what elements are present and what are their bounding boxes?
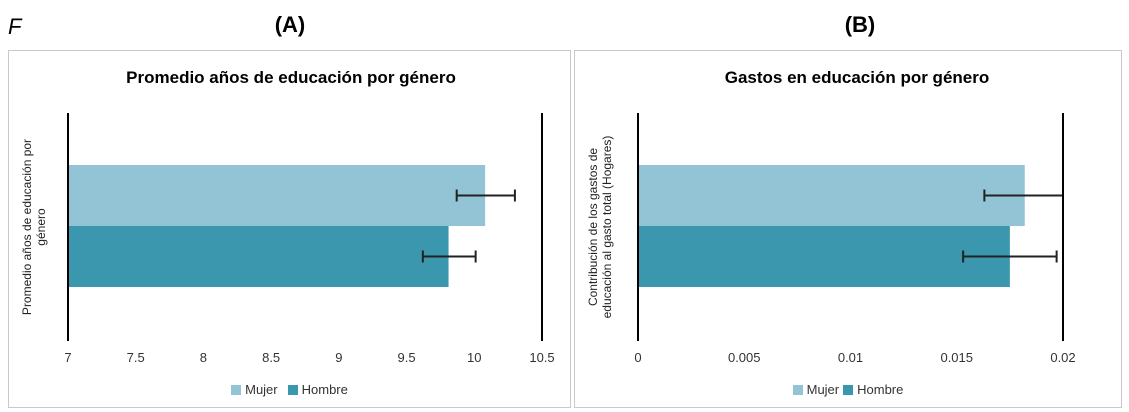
y-axis-label-line: Promedio años de educación por: [20, 139, 34, 315]
y-axis-label-line: Contribución de los gastos de: [586, 148, 600, 306]
x-tick-label: 8.5: [262, 350, 280, 365]
chart-panel-b: Gastos en educación por género Contribuci…: [574, 50, 1122, 408]
legend-swatch-hombre: [287, 384, 298, 395]
chart-title: Promedio años de educación por género: [126, 68, 456, 87]
legend-label-mujer: Mujer: [245, 382, 278, 397]
x-tick-label: 8: [200, 350, 207, 365]
chart-b-svg: Gastos en educación por género Contribuci…: [586, 68, 1076, 365]
y-axis-label: Promedio años de educación porgénero: [20, 139, 48, 315]
x-tick-label: 7.5: [127, 350, 145, 365]
panel-b-label: (B): [844, 12, 876, 37]
legend-swatch-hombre: [843, 384, 854, 395]
x-tick-label: 7: [64, 350, 71, 365]
bar-mujer: [68, 165, 486, 226]
x-tick-label: 0.01: [838, 350, 863, 365]
x-tick-label: 0.015: [940, 350, 973, 365]
figure-corner-label: F: [8, 14, 22, 39]
legend-label-hombre: Hombre: [857, 382, 904, 397]
x-tick-label: 9.5: [398, 350, 416, 365]
x-tick-label: 0.02: [1050, 350, 1075, 365]
legend-a: Mujer Hombre: [9, 382, 570, 397]
bar-hombre: [68, 226, 449, 287]
bar-hombre: [638, 226, 1010, 287]
panel-a-label: (A): [274, 12, 306, 37]
x-tick-label: 10.5: [529, 350, 554, 365]
legend-b: Mujer Hombre: [575, 382, 1121, 397]
legend-swatch-mujer: [792, 384, 803, 395]
y-axis-label-line: educación al gasto total (Hogares): [600, 136, 614, 319]
chart-a-svg: Promedio años de educación por géneroPro…: [20, 68, 555, 365]
x-tick-label: 0: [634, 350, 641, 365]
chart-panel-a: Promedio años de educación por género Pro…: [8, 50, 571, 408]
legend-label-mujer: Mujer: [806, 382, 840, 397]
bar-mujer: [638, 165, 1025, 226]
y-axis-label-line: género: [34, 208, 48, 246]
legend-item-hombre: Hombre: [287, 382, 348, 397]
legend-label-hombre: Hombre: [301, 382, 348, 397]
legend-item-hombre: Hombre: [843, 382, 903, 397]
y-axis-label: Contribución de los gastos deeducación a…: [586, 136, 614, 319]
x-tick-label: 0.005: [728, 350, 761, 365]
legend-item-mujer: Mujer: [231, 382, 278, 397]
legend-item-mujer: Mujer: [792, 382, 840, 397]
x-tick-label: 10: [467, 350, 481, 365]
legend-swatch-mujer: [231, 384, 242, 395]
x-tick-label: 9: [335, 350, 342, 365]
chart-title: Gastos en educación por género: [725, 68, 990, 87]
